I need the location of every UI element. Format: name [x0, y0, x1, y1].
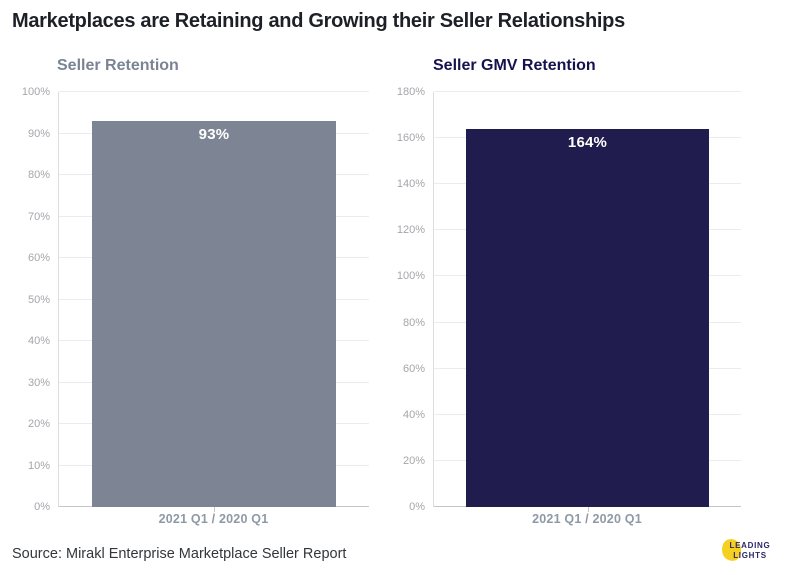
source-text: Source: Mirakl Enterprise Marketplace Se…: [12, 546, 347, 562]
bar-value-label: 93%: [198, 126, 230, 144]
x-axis-label: 2021 Q1 / 2020 Q1: [158, 512, 269, 526]
x-axis-label: 2021 Q1 / 2020 Q1: [532, 512, 642, 526]
gridline: [434, 91, 741, 92]
y-axis-tick-label: 20%: [402, 454, 425, 467]
chart-seller-retention: Seller Retention 0% 10% 20% 30% 40% 50% 60% 70%…: [8, 57, 388, 526]
y-axis-tick-label: 30%: [27, 376, 50, 389]
y-axis-tick-label: 10%: [27, 459, 50, 472]
y-axis-tick-label: 70%: [27, 210, 50, 223]
y-axis-tick-label: 0%: [34, 501, 50, 513]
leading-lights-logo: LEADING LIGHTS: [719, 537, 779, 563]
bar-value-label: 164%: [567, 133, 608, 151]
x-axis-tick: [214, 507, 215, 512]
y-axis-tick-label: 40%: [27, 335, 50, 347]
y-axis-tick-label: 180%: [396, 86, 425, 98]
x-axis-tick: [587, 507, 589, 512]
page-title: Marketplaces are Retaining and Growing t…: [12, 10, 625, 32]
y-axis-tick-label: 100%: [396, 270, 425, 283]
y-axis: 0% 20% 40% 60% 80% 100% 120% 140% 160% 180%: [383, 86, 425, 513]
y-axis-tick-label: 120%: [396, 224, 425, 237]
plot: 0% 10% 20% 30% 40% 50% 60% 70% 80% 90% 100% 93%: [8, 86, 388, 513]
chart-title: Seller GMV Retention: [433, 57, 596, 74]
y-axis-tick-label: 80%: [27, 169, 50, 181]
y-axis-tick-label: 20%: [27, 418, 50, 430]
bar: 164%: [466, 128, 709, 507]
gridline: [59, 91, 369, 92]
bar: 93%: [91, 121, 337, 507]
y-axis-tick-label: 100%: [21, 86, 50, 98]
y-axis-tick-label: 80%: [402, 316, 425, 329]
y-axis-tick-label: 90%: [27, 127, 50, 140]
y-axis-tick-label: 40%: [402, 408, 425, 421]
plot-area: 164%: [433, 91, 741, 512]
y-axis-tick-label: 50%: [27, 293, 50, 306]
y-axis-tick-label: 60%: [27, 252, 50, 264]
y-axis-tick-label: 0%: [409, 501, 425, 513]
y-axis: 0% 10% 20% 30% 40% 50% 60% 70% 80% 90% 100%: [8, 86, 50, 513]
chart-seller-gmv-retention: Seller GMV Retention 0% 20% 40% 60% 80% 100% 1…: [383, 57, 763, 526]
y-axis-tick-label: 160%: [396, 132, 425, 145]
y-axis-tick-label: 140%: [396, 178, 425, 191]
logo-line-1: LEADING: [729, 541, 771, 550]
plot-area: 93%: [58, 91, 369, 512]
logo-line-2: LIGHTS: [733, 550, 767, 560]
y-axis-tick-label: 60%: [402, 362, 425, 375]
chart-title: Seller Retention: [57, 57, 179, 74]
plot: 0% 20% 40% 60% 80% 100% 120% 140% 160% 180% 164%: [383, 86, 763, 513]
